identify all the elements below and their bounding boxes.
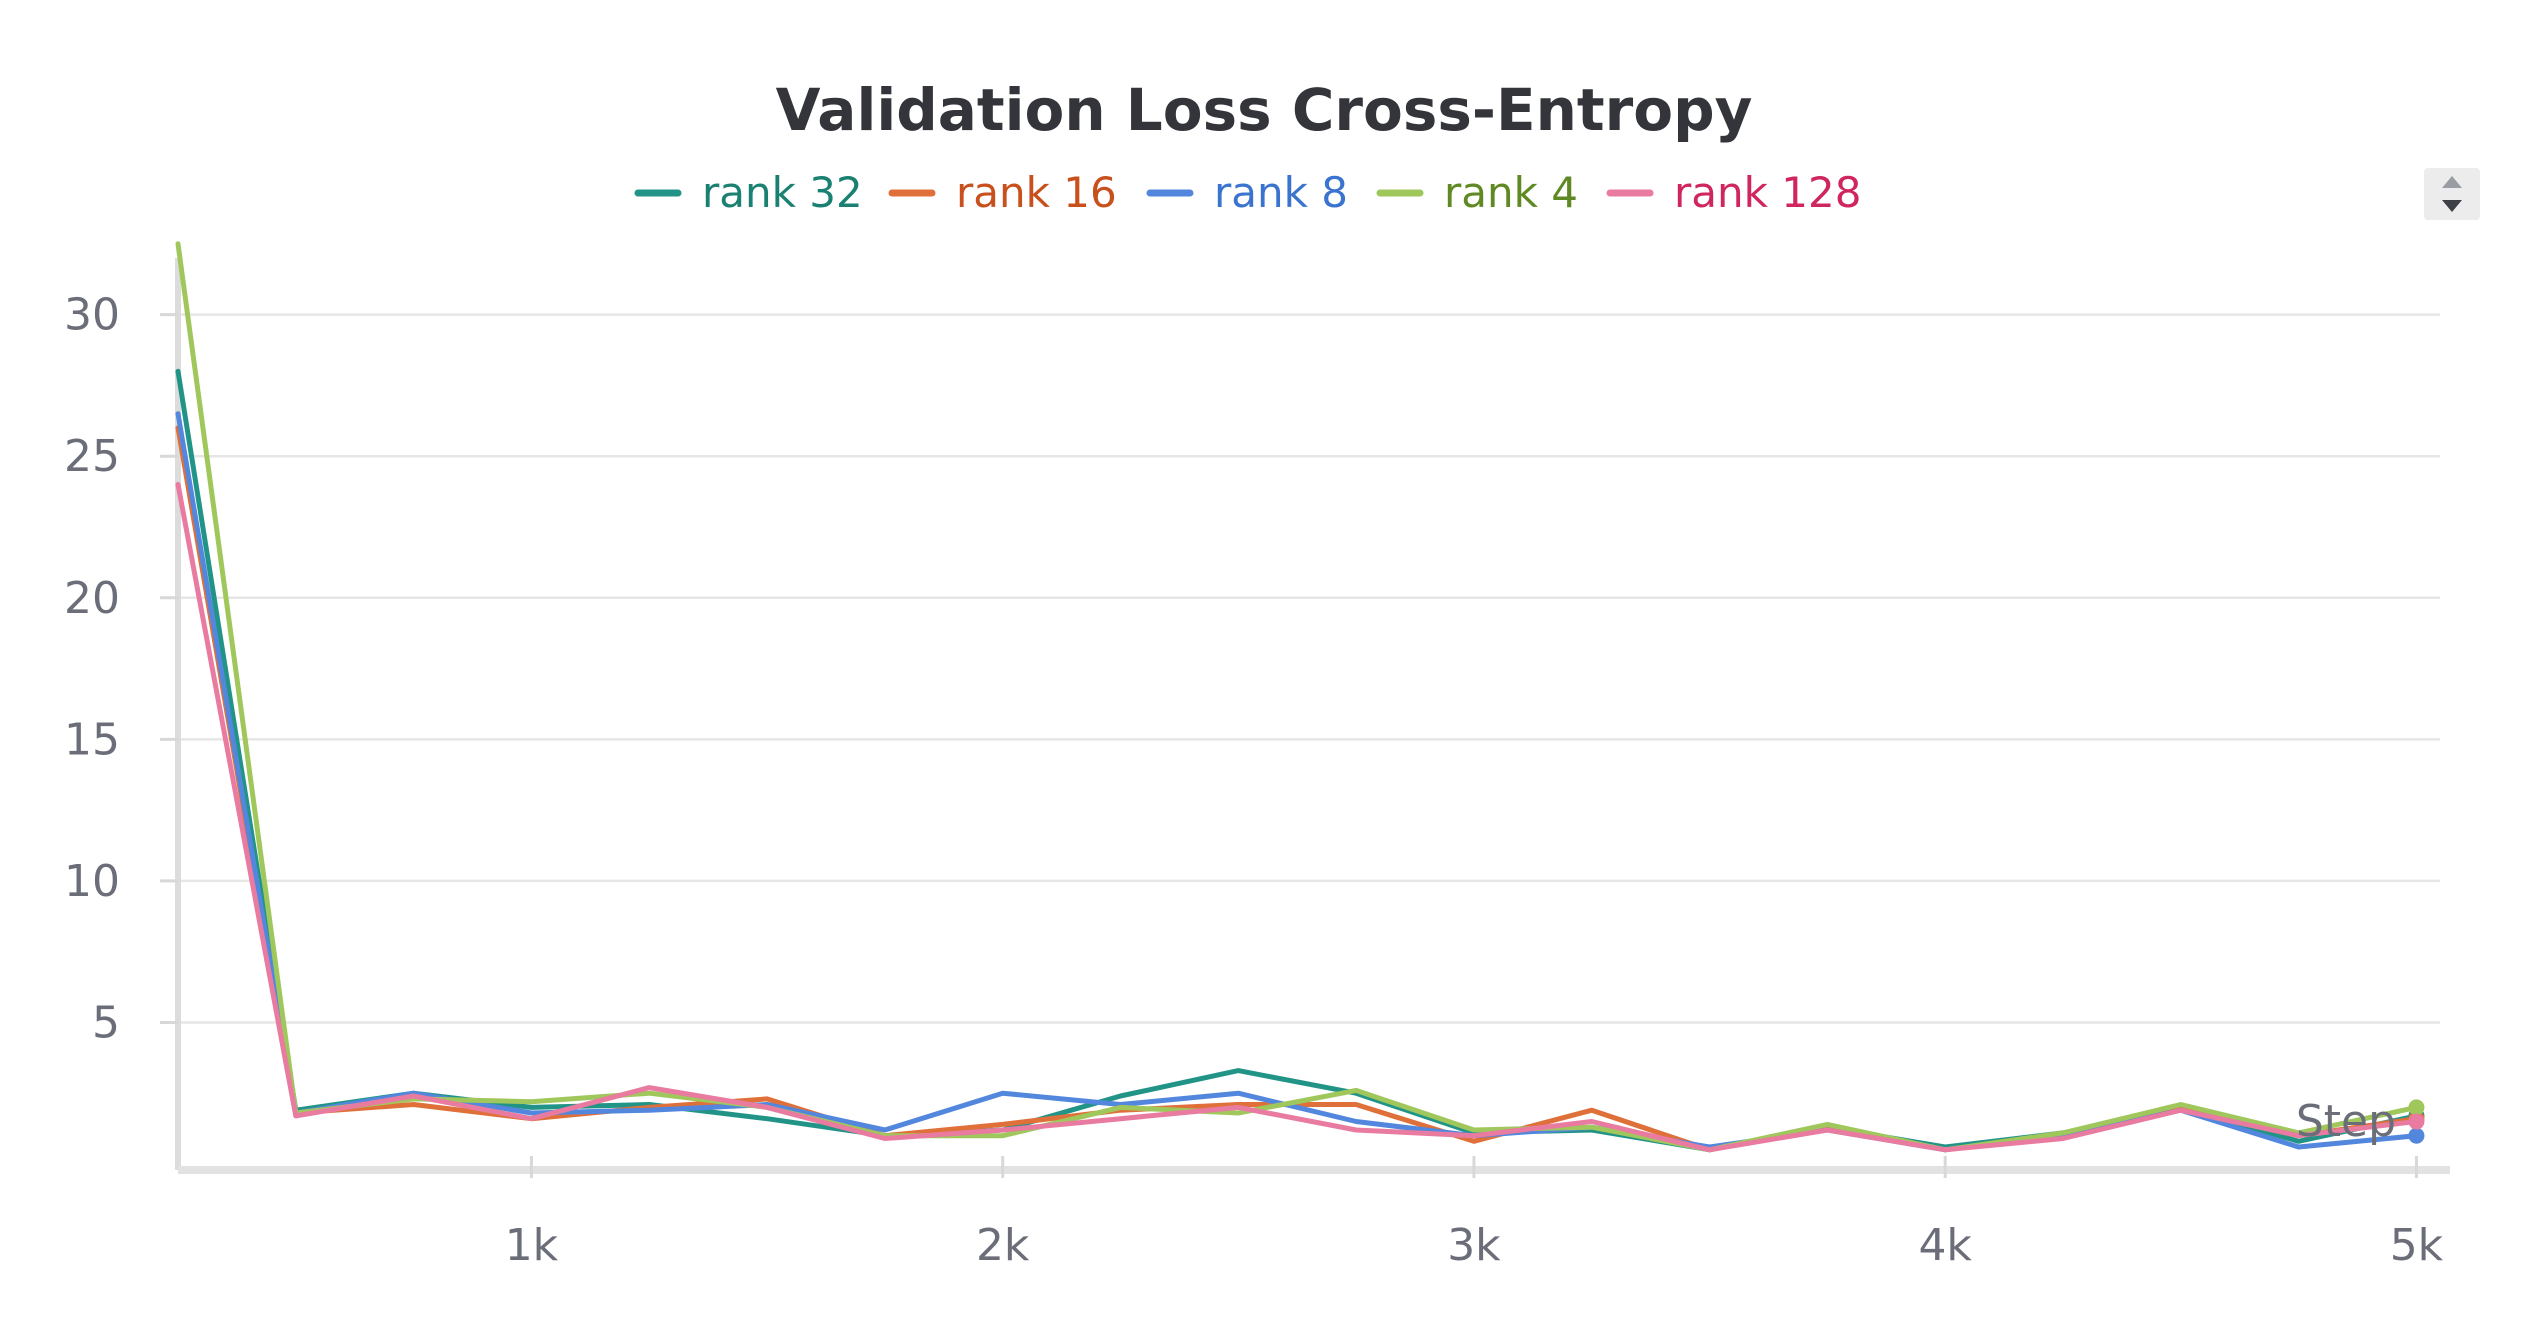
legend-label: rank 32 xyxy=(702,168,863,217)
x-tick-label-2000: 2k xyxy=(976,1220,1030,1271)
legend-label: rank 4 xyxy=(1444,168,1578,217)
y-tick-label-15: 15 xyxy=(64,714,120,765)
legend-item-rank-16[interactable]: rank 16 xyxy=(888,168,1117,217)
x-tick-label-5000: 5k xyxy=(2390,1220,2444,1271)
legend-item-rank-128[interactable]: rank 128 xyxy=(1606,168,1861,217)
y-tick-label-5: 5 xyxy=(92,997,120,1048)
x-axis-label: Step xyxy=(2296,1096,2396,1147)
end-point-rank-4 xyxy=(2408,1099,2425,1116)
axes xyxy=(175,258,2450,1174)
series-line-rank-32 xyxy=(175,368,2419,1153)
y-tick-label-10: 10 xyxy=(64,856,120,907)
end-point-rank-8 xyxy=(2408,1127,2425,1144)
legend-scroll-button[interactable] xyxy=(2424,168,2480,220)
x-tick-label-3000: 3k xyxy=(1447,1220,1501,1271)
legend-label: rank 16 xyxy=(956,168,1117,217)
y-axis-ticks: 5 10 15 20 25 30 xyxy=(64,290,178,1048)
legend-item-rank-32[interactable]: rank 32 xyxy=(634,168,863,217)
x-tick-label-4000: 4k xyxy=(1918,1220,1972,1271)
legend-label: rank 128 xyxy=(1674,168,1861,217)
y-tick-label-30: 30 xyxy=(64,290,120,341)
x-tick-label-1000: 1k xyxy=(505,1220,559,1271)
y-tick-label-25: 25 xyxy=(64,431,120,482)
y-tick-label-20: 20 xyxy=(64,573,120,624)
legend: rank 32 rank 16 rank 8 rank 4 rank 128 xyxy=(634,168,1861,217)
legend-item-rank-8[interactable]: rank 8 xyxy=(1146,168,1348,217)
end-point-rank-128 xyxy=(2408,1113,2425,1130)
x-axis-ticks: 1k 2k 3k 4k 5k xyxy=(505,1156,2444,1271)
series-end-markers xyxy=(2408,1099,2425,1144)
chart-title: Validation Loss Cross-Entropy xyxy=(776,76,1753,144)
series-line-rank-4 xyxy=(175,241,2419,1153)
series-line-rank-16 xyxy=(175,425,2419,1153)
sort-arrows-icon xyxy=(2442,176,2462,212)
series-line-rank-128 xyxy=(175,482,2419,1153)
gridlines xyxy=(178,313,2440,1024)
legend-item-rank-4[interactable]: rank 4 xyxy=(1376,168,1578,217)
series-lines xyxy=(175,241,2419,1153)
series-line-rank-8 xyxy=(175,411,2419,1153)
legend-label: rank 8 xyxy=(1214,168,1348,217)
